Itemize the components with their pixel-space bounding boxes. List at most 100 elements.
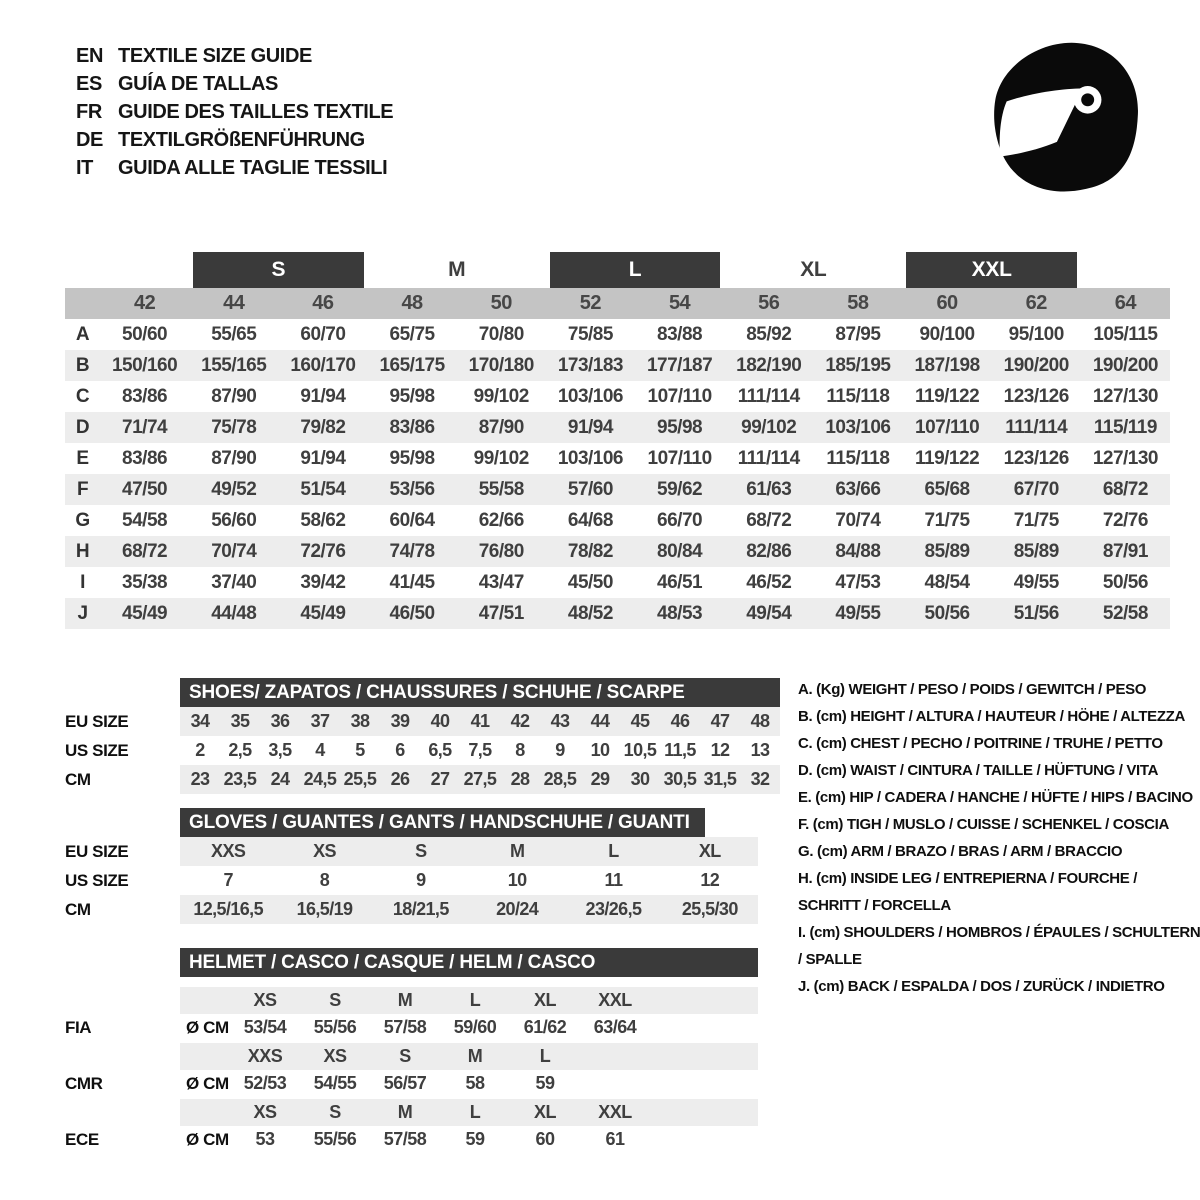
size-value: 67/70 — [1013, 478, 1060, 500]
size-value: 45/50 — [567, 571, 614, 593]
standard-label: ECE — [65, 1129, 99, 1149]
size-value: 127/130 — [1092, 385, 1159, 407]
size-value: 45 — [630, 711, 650, 731]
legend-item: A. (Kg) WEIGHT / PESO / POIDS / GEWITCH … — [798, 681, 1147, 698]
size-value: 20/24 — [496, 899, 539, 919]
size-value: 182/190 — [736, 354, 802, 376]
row-values: 23 23,5 24 24,5 25,5 26 27 27,5 28 28,5 29 30 30,5 31… — [180, 765, 780, 794]
size-value: 39 — [390, 711, 410, 731]
helmet-size-label: XXL — [598, 990, 632, 1010]
size-value: 59/62 — [657, 478, 703, 500]
language-code: DE — [76, 128, 103, 151]
size-value: 75/78 — [211, 416, 257, 438]
size-value: 63/66 — [835, 478, 881, 500]
size-value: 87/90 — [478, 416, 525, 438]
section-row: US SIZE 7 8 9 10 11 12 — [65, 866, 758, 895]
row-letter: I — [80, 571, 85, 593]
size-value: 78/82 — [567, 540, 614, 562]
textile-size-table: S M L XL XXL 42 44 46 48 50 52 54 56 58 60 62 64 A 50/60… — [65, 252, 1170, 629]
size-value: 90/100 — [919, 323, 976, 345]
size-value: 52/58 — [1102, 602, 1149, 624]
size-value: 46/52 — [746, 571, 792, 593]
size-value: 34 — [190, 711, 210, 731]
size-value: 190/200 — [1003, 354, 1070, 376]
size-value: 115/118 — [826, 447, 890, 469]
size-value: 60/64 — [389, 509, 436, 531]
size-value: 99/102 — [473, 385, 530, 407]
helmet-values: Ø CM 53 55/56 57/58 59 60 61 — [180, 1126, 758, 1153]
size-value: 12,5/16,5 — [193, 899, 263, 919]
size-value: 83/88 — [657, 323, 703, 345]
helmet-size-label: XS — [253, 1102, 277, 1122]
helmet-size-label: M — [397, 990, 413, 1010]
size-value: 10 — [590, 740, 610, 760]
size-value: 49/55 — [835, 602, 881, 624]
size-value: 43/47 — [478, 571, 525, 593]
helmet-size-value: 61 — [605, 1129, 625, 1149]
size-value: 83/86 — [122, 447, 168, 469]
col-64-spacer — [1081, 252, 1170, 288]
helmet-size-value: 55/56 — [313, 1129, 357, 1149]
helmet-size-label: XL — [533, 990, 557, 1010]
size-value: 72/76 — [1102, 509, 1149, 531]
size-value: 23/26,5 — [585, 899, 642, 919]
title-block: EN TEXTILE SIZE GUIDE ES GUÍA DE TALLAS FR GU… — [76, 42, 394, 182]
helmet-values: Ø CM 53/54 55/56 57/58 59/60 61/62 63/64 — [180, 1014, 758, 1041]
size-value: 8 — [319, 870, 330, 890]
size-value: 160/170 — [290, 354, 356, 376]
size-value: 95/98 — [389, 385, 436, 407]
language-title: GUIDE DES TAILLES TEXTILE — [118, 100, 394, 123]
legend-item: B. (cm) HEIGHT / ALTURA / HAUTEUR / HÖHE… — [798, 708, 1185, 725]
size-value: 95/98 — [389, 447, 436, 469]
row-letter: F — [76, 478, 89, 500]
column-header-62: 62 — [991, 288, 1081, 319]
size-value: 71/75 — [924, 509, 971, 531]
size-value: 57/60 — [567, 478, 614, 500]
size-value: 79/82 — [300, 416, 346, 438]
size-value: 2,5 — [228, 740, 252, 760]
section-row: EU SIZE XXS XS S M L XL — [65, 837, 758, 866]
size-value: 50/56 — [924, 602, 971, 624]
size-value: 41/45 — [389, 571, 436, 593]
row-letter: A — [75, 323, 90, 345]
size-value: 32 — [750, 769, 770, 789]
size-value: 68/72 — [746, 509, 792, 531]
size-value: 85/89 — [1013, 540, 1060, 562]
helmet-size-value: 54/55 — [313, 1073, 357, 1093]
size-value: XXS — [211, 841, 246, 861]
size-value: S — [415, 841, 427, 861]
size-group-m: M — [448, 258, 466, 281]
size-value: 62/66 — [478, 509, 525, 531]
helmet-sizes-band: XS S M L XL XXL — [180, 987, 758, 1014]
helmet-size-value: 57/58 — [383, 1129, 427, 1149]
row-letter: G — [75, 509, 90, 531]
legend-item: H. (cm) INSIDE LEG / ENTREPIERNA / FOURC… — [798, 870, 1138, 914]
size-value: 42 — [510, 711, 530, 731]
size-value: 55/65 — [211, 323, 257, 345]
helmet-size-value: 53/54 — [243, 1017, 287, 1037]
section-row: US SIZE 2 2,5 3,5 4 5 6 6,5 7,5 8 9 10 10,5 11,5 12 13 — [65, 736, 780, 765]
helmet-section: HELMET / CASCO / CASQUE / HELM / CASCO X… — [65, 948, 758, 1153]
size-row-e: E 83/86 87/90 91/94 95/98 99/102 103/106 107/11… — [65, 443, 1170, 474]
size-value: 119/122 — [915, 385, 980, 407]
size-value: 111/114 — [737, 385, 801, 407]
helmet-size-value: 59 — [535, 1073, 555, 1093]
size-value: 48/53 — [657, 602, 703, 624]
size-value: 68/72 — [122, 540, 168, 562]
size-value: 46/51 — [657, 571, 703, 593]
measurement-rows: A 50/60 55/65 60/70 65/75 70/80 75/85 83/88 85/9… — [65, 319, 1170, 629]
helmet-size-value: 52/53 — [243, 1073, 287, 1093]
helmet-size-value: 63/64 — [593, 1017, 637, 1037]
helmet-size-label: L — [469, 1102, 481, 1122]
size-value: 70/74 — [835, 509, 881, 531]
size-value: 111/114 — [1005, 416, 1068, 438]
size-value: 16,5/19 — [296, 899, 353, 919]
size-value: 13 — [750, 740, 770, 760]
column-header-60: 60 — [902, 288, 992, 319]
size-value: 12 — [700, 870, 720, 890]
size-value: 28 — [510, 769, 530, 789]
size-value: 46 — [670, 711, 690, 731]
size-row-b: B 150/160 155/165 160/170 165/175 170/180 173/… — [65, 350, 1170, 381]
size-value: 24,5 — [303, 769, 337, 789]
